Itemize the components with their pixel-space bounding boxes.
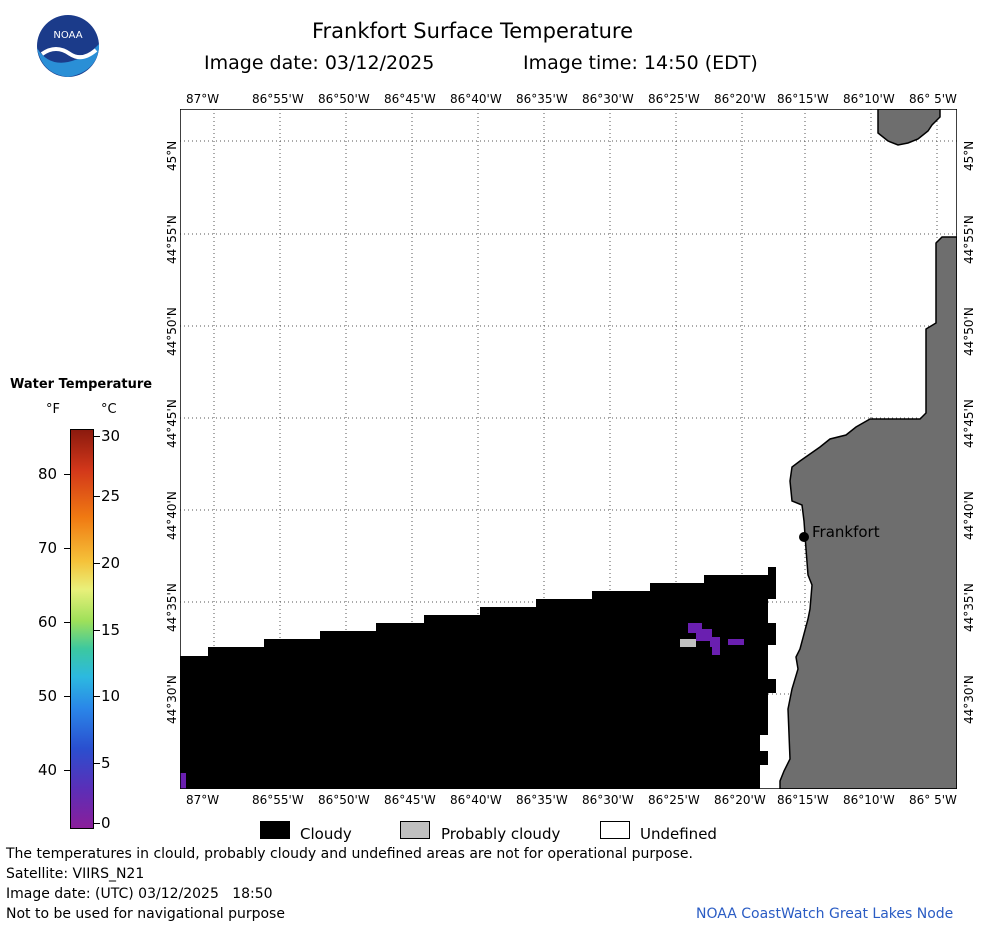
lon-label-bottom: 87°W: [186, 793, 220, 807]
noaa-logo: NOAA: [36, 14, 100, 78]
frankfort-label: Frankfort: [812, 523, 880, 541]
colorbar-unit-f: °F: [46, 402, 60, 417]
colorbar-f-tick: 50: [38, 687, 58, 705]
colorbar-c-tickmark: [94, 823, 100, 824]
colorbar-c-tick: 5: [101, 754, 111, 772]
lon-label-top: 86°55'W: [252, 92, 304, 106]
lon-label-bottom: 86°25'W: [648, 793, 700, 807]
lon-label-bottom: 86° 5'W: [909, 793, 957, 807]
colorbar-f-tickmark: [64, 696, 70, 697]
colorbar-f-tick: 80: [38, 465, 58, 483]
footer-satellite: Satellite: VIIRS_N21: [6, 866, 145, 882]
footer-note: The temperatures in clould, probably clo…: [6, 846, 693, 862]
lon-label-top: 86°25'W: [648, 92, 700, 106]
footer-credit: NOAA CoastWatch Great Lakes Node: [696, 906, 954, 922]
lat-label-right: 44°55'N: [962, 215, 976, 264]
lon-label-bottom: 86°45'W: [384, 793, 436, 807]
colorbar-f-tickmark: [64, 474, 70, 475]
lat-label-right: 44°30'N: [962, 675, 976, 724]
colorbar-c-tickmark: [94, 630, 100, 631]
colorbar-c-tick: 10: [101, 687, 121, 705]
lon-label-top: 86°20'W: [714, 92, 766, 106]
lon-label-top: 86°45'W: [384, 92, 436, 106]
legend-probably-cloudy-swatch: [400, 821, 430, 839]
lon-label-top: 86°35'W: [516, 92, 568, 106]
colorbar-c-tick: 20: [101, 554, 121, 572]
lat-label-right: 44°40'N: [962, 491, 976, 540]
colorbar-f-tickmark: [64, 622, 70, 623]
lon-label-top: 86°40'W: [450, 92, 502, 106]
page-title: Frankfort Surface Temperature: [312, 19, 634, 43]
colorbar-f-tick: 60: [38, 613, 58, 631]
colorbar-c-tick: 25: [101, 487, 121, 505]
lat-label-left: 44°30'N: [165, 675, 179, 724]
colorbar-f-tick: 40: [38, 761, 58, 779]
colorbar-c-tick: 0: [101, 814, 111, 832]
legend-undefined-label: Undefined: [640, 825, 717, 843]
lon-label-bottom: 86°20'W: [714, 793, 766, 807]
lon-label-top: 87°W: [186, 92, 220, 106]
lon-label-bottom: 86°35'W: [516, 793, 568, 807]
colorbar-c-tick: 15: [101, 621, 121, 639]
land-top-right: [877, 109, 941, 146]
lon-label-bottom: 86°50'W: [318, 793, 370, 807]
footer-utc-date: Image date: (UTC) 03/12/2025 18:50: [6, 886, 273, 902]
legend-probably-cloudy-label: Probably cloudy: [441, 825, 561, 843]
lon-label-top: 86°30'W: [582, 92, 634, 106]
noaa-logo-icon: NOAA: [37, 15, 99, 77]
lat-label-left: 44°50'N: [165, 307, 179, 356]
lat-label-left: 44°45'N: [165, 399, 179, 448]
lon-label-top: 86°10'W: [843, 92, 895, 106]
colorbar-f-tickmark: [64, 770, 70, 771]
legend-cloudy-label: Cloudy: [300, 825, 352, 843]
frankfort-marker: [799, 532, 809, 542]
lon-label-top: 86° 5'W: [909, 92, 957, 106]
lat-label-left: 44°40'N: [165, 491, 179, 540]
lat-label-right: 44°50'N: [962, 307, 976, 356]
colorbar-c-tick: 30: [101, 427, 121, 445]
cold-water-pixels: [180, 623, 744, 789]
colorbar-c-tickmark: [94, 696, 100, 697]
lat-label-left: 44°35'N: [165, 583, 179, 632]
lon-label-top: 86°15'W: [777, 92, 829, 106]
lat-label-left: 45°N: [165, 140, 179, 171]
colorbar-title: Water Temperature: [10, 377, 153, 392]
colorbar-c-tickmark: [94, 763, 100, 764]
lon-label-top: 86°50'W: [318, 92, 370, 106]
colorbar: [70, 429, 94, 829]
image-time: Image time: 14:50 (EDT): [523, 52, 758, 74]
lat-label-left: 44°55'N: [165, 215, 179, 264]
colorbar-c-tickmark: [94, 563, 100, 564]
land-east: [779, 236, 957, 789]
colorbar-c-tickmark: [94, 436, 100, 437]
colorbar-f-tickmark: [64, 548, 70, 549]
cloud-mass: [180, 567, 776, 789]
map-panel: Frankfort: [180, 109, 957, 789]
noaa-logo-text: NOAA: [53, 30, 82, 41]
probably-cloudy-pixel: [680, 639, 696, 647]
lon-label-bottom: 86°55'W: [252, 793, 304, 807]
lat-label-right: 44°35'N: [962, 583, 976, 632]
lon-label-bottom: 86°10'W: [843, 793, 895, 807]
image-date: Image date: 03/12/2025: [204, 52, 435, 74]
lon-label-bottom: 86°30'W: [582, 793, 634, 807]
colorbar-unit-c: °C: [101, 402, 117, 417]
lat-label-right: 44°45'N: [962, 399, 976, 448]
lat-label-right: 45°N: [962, 140, 976, 171]
legend-undefined-swatch: [600, 821, 630, 839]
colorbar-f-tick: 70: [38, 539, 58, 557]
lon-label-bottom: 86°40'W: [450, 793, 502, 807]
footer-nav-warning: Not to be used for navigational purpose: [6, 906, 285, 922]
legend-cloudy-swatch: [260, 821, 290, 839]
colorbar-c-tickmark: [94, 496, 100, 497]
lon-label-bottom: 86°15'W: [777, 793, 829, 807]
